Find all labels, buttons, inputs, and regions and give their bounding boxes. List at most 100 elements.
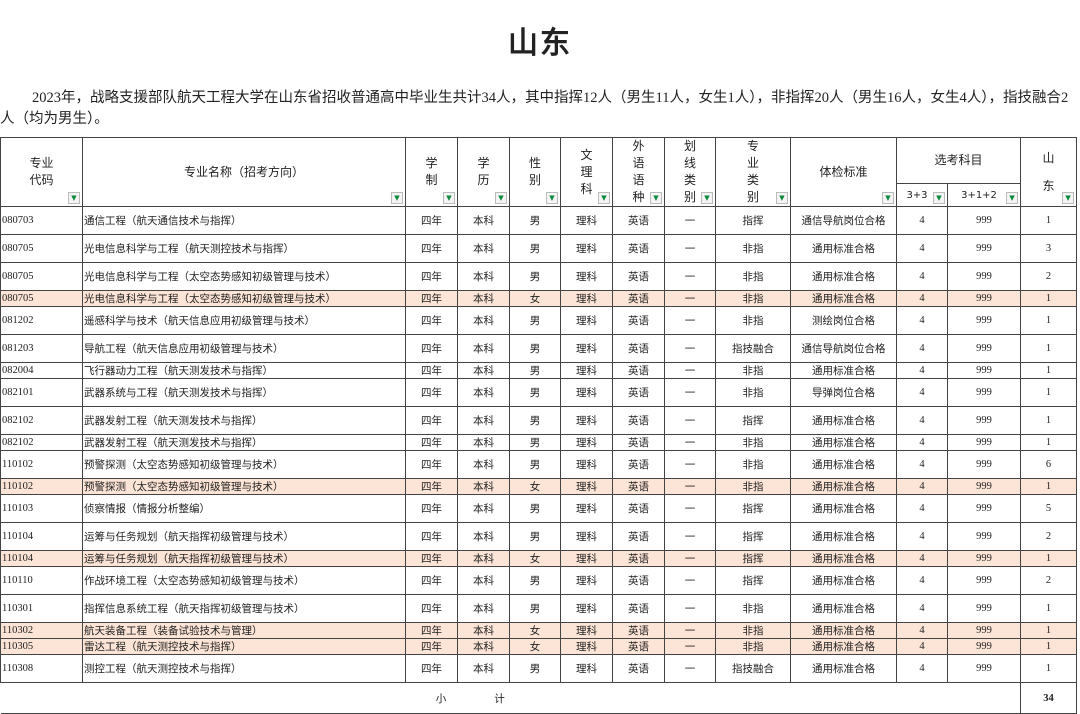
header-language: 外语语种 ▼ (612, 137, 665, 207)
cell-code: 082004 (0, 362, 83, 379)
cell-track: 理科 (560, 654, 613, 683)
cell-sex: 男 (509, 566, 561, 595)
filter-dropdown-icon[interactable]: ▼ (391, 192, 403, 204)
filter-dropdown-icon[interactable]: ▼ (443, 192, 455, 204)
cell-line: 一 (664, 290, 716, 307)
filter-dropdown-icon[interactable]: ▼ (882, 192, 894, 204)
cell-track: 理科 (560, 594, 613, 623)
cell-code: 110102 (0, 450, 83, 479)
cell-s33: 4 (896, 206, 948, 235)
cell-s312: 999 (946, 406, 1022, 435)
cell-language: 英语 (612, 522, 665, 551)
cell-physical: 通信导航岗位合格 (790, 334, 897, 363)
cell-name: 指挥信息系统工程（航天指挥初级管理与技术） (82, 594, 406, 623)
cell-language: 英语 (612, 262, 665, 291)
filter-dropdown-icon[interactable]: ▼ (701, 192, 713, 204)
table-row: 110110 作战环境工程（太空态势感知初级管理与技术） 四年 本科男理科 英语一指挥通… (0, 566, 1078, 595)
cell-count: 5 (1020, 494, 1078, 523)
cell-type: 非指 (715, 262, 791, 291)
cell-duration: 四年 (405, 234, 458, 263)
cell-sex: 男 (509, 234, 561, 263)
cell-name: 航天装备工程（装备试验技术与管理） (82, 622, 406, 639)
cell-sex: 男 (509, 334, 561, 363)
cell-sex: 女 (509, 290, 561, 307)
cell-line: 一 (664, 478, 716, 495)
cell-degree: 本科 (457, 550, 510, 567)
filter-dropdown-icon[interactable]: ▼ (776, 192, 788, 204)
cell-sex: 女 (509, 478, 561, 495)
cell-language: 英语 (612, 654, 665, 683)
enrollment-table: 专业代码 ▼ 专业名称（招考方向） ▼ 学制 ▼ 学历 ▼ 性别 ▼ 文理科 ▼ 外语语种 ▼… (0, 137, 1078, 714)
table-row: 110104 运筹与任务规划（航天指挥初级管理与技术） 四年 本科女理科 英语一指挥 通用… (0, 550, 1078, 567)
cell-count: 1 (1020, 654, 1078, 683)
cell-line: 一 (664, 550, 716, 567)
cell-s33: 4 (896, 234, 948, 263)
cell-line: 一 (664, 450, 716, 479)
cell-s312: 999 (946, 362, 1022, 379)
filter-dropdown-icon[interactable]: ▼ (1006, 192, 1019, 204)
cell-count: 1 (1020, 290, 1078, 307)
table-row: 110308 测控工程（航天测控技术与指挥） 四年 本科男理科 英语一指技融合 通用标准合… (0, 654, 1078, 683)
table-row: 082102 武器发射工程（航天测发技术与指挥） 四年 本科男理科 英语一非指 通用标准合… (0, 434, 1078, 451)
table-row: 080705 光电信息科学与工程（太空态势感知初级管理与技术） 四年 本科女理科 英语一… (0, 290, 1078, 307)
cell-name: 武器发射工程（航天测发技术与指挥） (82, 434, 406, 451)
cell-degree: 本科 (457, 306, 510, 335)
cell-duration: 四年 (405, 406, 458, 435)
cell-track: 理科 (560, 478, 613, 495)
table-row: 081202 遥感科学与技术（航天信息应用初级管理与技术） 四年 本科男理科 英语一非指… (0, 306, 1078, 335)
cell-count: 1 (1020, 334, 1078, 363)
cell-degree: 本科 (457, 406, 510, 435)
cell-code: 110308 (0, 654, 83, 683)
cell-s33: 4 (896, 522, 948, 551)
cell-type: 非指 (715, 594, 791, 623)
cell-degree: 本科 (457, 434, 510, 451)
filter-dropdown-icon[interactable]: ▼ (495, 192, 507, 204)
cell-physical: 通用标准合格 (790, 594, 897, 623)
cell-degree: 本科 (457, 594, 510, 623)
cell-physical: 导弹岗位合格 (790, 378, 897, 407)
cell-language: 英语 (612, 290, 665, 307)
cell-count: 1 (1020, 622, 1078, 639)
filter-dropdown-icon[interactable]: ▼ (650, 192, 662, 204)
cell-line: 一 (664, 206, 716, 235)
cell-physical: 通用标准合格 (790, 550, 897, 567)
header-subjects: 选考科目 (895, 137, 1022, 184)
filter-dropdown-icon[interactable]: ▼ (68, 192, 80, 204)
cell-degree: 本科 (457, 638, 510, 655)
cell-s312: 999 (946, 654, 1022, 683)
cell-track: 理科 (560, 406, 613, 435)
cell-duration: 四年 (405, 654, 458, 683)
cell-type: 非指 (715, 450, 791, 479)
cell-sex: 男 (509, 654, 561, 683)
filter-dropdown-icon[interactable]: ▼ (546, 192, 558, 204)
cell-count: 6 (1020, 450, 1078, 479)
cell-duration: 四年 (405, 306, 458, 335)
cell-duration: 四年 (405, 550, 458, 567)
cell-code: 110301 (0, 594, 83, 623)
filter-dropdown-icon[interactable]: ▼ (598, 192, 610, 204)
cell-code: 082101 (0, 378, 83, 407)
table-row: 110102 预警探测（太空态势感知初级管理与技术） 四年 本科男理科 英语一非指 通用标… (0, 450, 1078, 479)
header-3-1-2: 3+1+2 ▼ (946, 183, 1022, 207)
filter-dropdown-icon[interactable]: ▼ (1062, 192, 1075, 204)
cell-s33: 4 (896, 638, 948, 655)
cell-language: 英语 (612, 478, 665, 495)
header-3-3: 3+3 ▼ (896, 183, 948, 207)
cell-s312: 999 (946, 550, 1022, 567)
cell-language: 英语 (612, 434, 665, 451)
cell-s312: 999 (946, 334, 1022, 363)
subtotal-row: 小计 34 (0, 682, 1078, 714)
header-sex: 性别 ▼ (509, 137, 561, 207)
cell-physical: 通用标准合格 (790, 622, 897, 639)
filter-dropdown-icon[interactable]: ▼ (933, 192, 945, 204)
header-name: 专业名称（招考方向） ▼ (82, 137, 406, 207)
cell-language: 英语 (612, 566, 665, 595)
cell-sex: 男 (509, 522, 561, 551)
cell-name: 武器发射工程（航天测发技术与指挥） (82, 406, 406, 435)
cell-name: 测控工程（航天测控技术与指挥） (82, 654, 406, 683)
cell-s33: 4 (896, 262, 948, 291)
cell-type: 指挥 (715, 566, 791, 595)
cell-s33: 4 (896, 362, 948, 379)
cell-code: 110104 (0, 550, 83, 567)
table-row: 110104 运筹与任务规划（航天指挥初级管理与技术） 四年 本科男理科 英语一指挥 通用… (0, 522, 1078, 551)
